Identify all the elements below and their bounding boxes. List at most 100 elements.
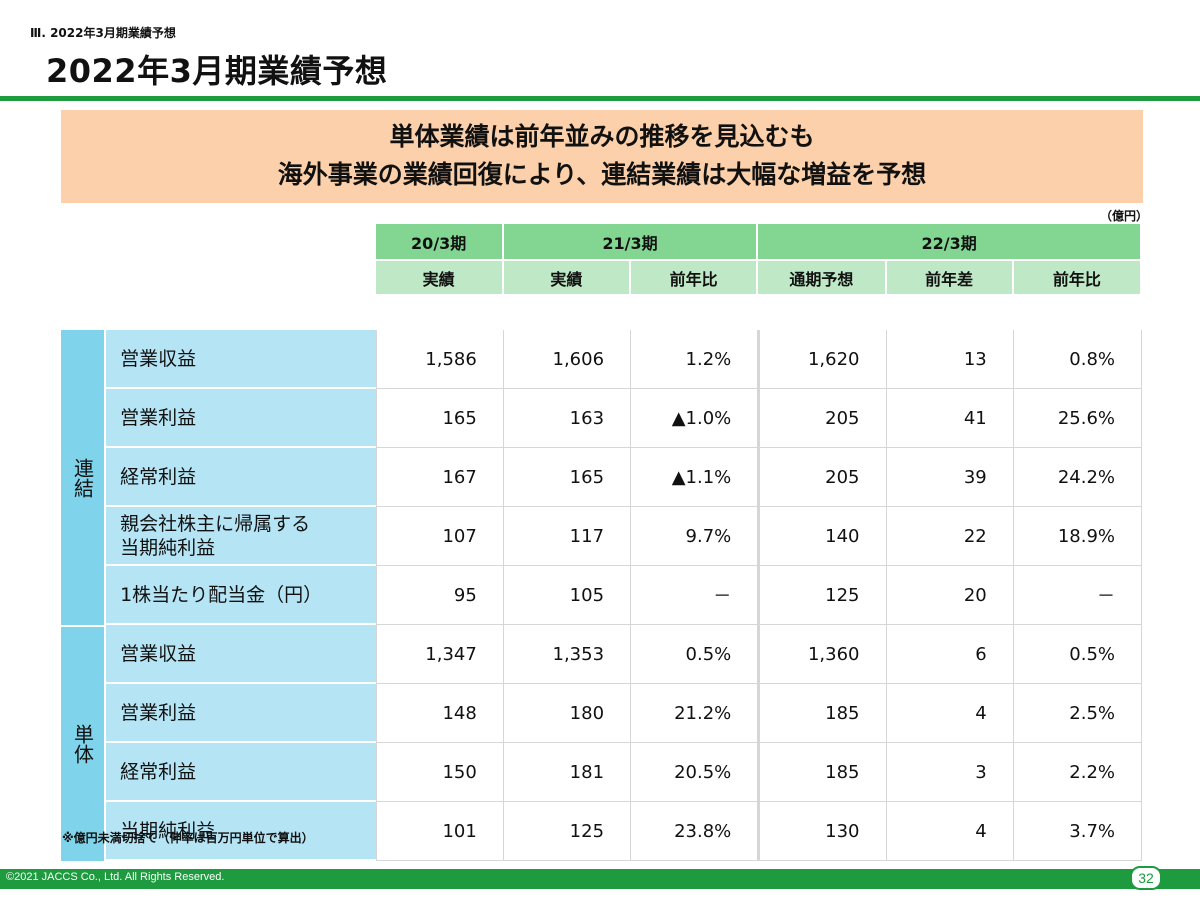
cell: 117: [503, 507, 632, 566]
header-fy22: 22/3期: [758, 224, 1142, 259]
results-table: 20/3期 21/3期 22/3期 実績 実績 前年比 通期予想 前年差 前年比…: [61, 224, 1142, 861]
row-label: 1株当たり配当金（円）: [106, 566, 376, 625]
row-label: 営業利益: [106, 684, 376, 743]
cell: 0.5%: [1013, 625, 1142, 684]
cell: 205: [758, 389, 887, 448]
cell: 4: [886, 684, 1014, 743]
cell: 130: [758, 802, 887, 861]
cell: 13: [886, 330, 1014, 389]
cell: 24.2%: [1013, 448, 1142, 507]
cell: 150: [375, 743, 504, 802]
cell: 0.8%: [1013, 330, 1142, 389]
cell: 1,347: [375, 625, 504, 684]
row-label: 営業利益: [106, 389, 376, 448]
header-sub: 実績: [503, 259, 632, 294]
cell: 9.7%: [631, 507, 759, 566]
cell: 205: [758, 448, 887, 507]
cell: －: [631, 566, 759, 625]
cell: 1,360: [758, 625, 887, 684]
header-blank: [61, 224, 376, 259]
cell: 22: [886, 507, 1014, 566]
headline-box: 単体業績は前年並みの推移を見込むも 海外事業の業績回復により、連結業績は大幅な増…: [61, 110, 1143, 203]
cell: 101: [375, 802, 504, 861]
cell: 163: [503, 389, 632, 448]
row-label: 営業収益: [106, 330, 376, 389]
group-label-consolidated: 連結: [61, 330, 107, 625]
cell: －: [1013, 566, 1142, 625]
row-label: 当期純利益: [106, 802, 376, 861]
headline-line-2: 海外事業の業績回復により、連結業績は大幅な増益を予想: [277, 160, 927, 189]
table-row: 営業利益 148 180 21.2% 185 4 2.5%: [61, 684, 1142, 743]
table-row: 経常利益 150 181 20.5% 185 3 2.2%: [61, 743, 1142, 802]
cell: 1,586: [375, 330, 504, 389]
row-label: 経常利益: [106, 448, 376, 507]
headline-line-1: 単体業績は前年並みの推移を見込むも: [389, 122, 815, 151]
cell: 185: [758, 743, 887, 802]
cell: 148: [375, 684, 504, 743]
header-sub: 前年差: [886, 259, 1014, 294]
row-label-line-2: 当期純利益: [120, 536, 216, 559]
footnote: ※億円未満切捨て（伸率は百万円単位で算出）: [62, 831, 314, 845]
cell: 6: [886, 625, 1014, 684]
table-row: 連結 営業収益 1,586 1,606 1.2% 1,620 13 0.8%: [61, 330, 1142, 625]
header-fy20: 20/3期: [375, 224, 504, 259]
cell: 1,606: [503, 330, 632, 389]
row-label: 親会社株主に帰属する 当期純利益: [106, 507, 376, 566]
header-blank: [61, 259, 376, 294]
table-row: 当期純利益 101 125 23.8% 130 4 3.7%: [61, 802, 1142, 861]
row-label: 営業収益: [106, 625, 376, 684]
header-fy21: 21/3期: [503, 224, 759, 259]
cell: 125: [503, 802, 632, 861]
copyright: ©2021 JACCS Co., Ltd. All Rights Reserve…: [6, 871, 225, 883]
section-label: Ⅲ. 2022年3月期業績予想: [30, 26, 176, 40]
cell: 25.6%: [1013, 389, 1142, 448]
table-row: 経常利益 167 165 ▲1.1% 205 39 24.2%: [61, 448, 1142, 507]
cell: 180: [503, 684, 632, 743]
table-row: 単体 営業収益 1,347 1,353 0.5% 1,360 6 0.5%: [61, 625, 1142, 861]
title-divider: [0, 96, 1200, 101]
row-label-line-1: 親会社株主に帰属する: [120, 512, 311, 535]
table-row: 営業利益 165 163 ▲1.0% 205 41 25.6%: [61, 389, 1142, 448]
cell: 165: [503, 448, 632, 507]
cell: 165: [375, 389, 504, 448]
group-label-char: 単体: [70, 724, 95, 764]
cell: 2.2%: [1013, 743, 1142, 802]
cell: 1,620: [758, 330, 887, 389]
header-sub: 通期予想: [758, 259, 887, 294]
table-row: 親会社株主に帰属する 当期純利益 107 117 9.7% 140 22 18.…: [61, 507, 1142, 566]
group-label-standalone: 単体: [61, 625, 107, 861]
cell: 95: [375, 566, 504, 625]
cell: 2.5%: [1013, 684, 1142, 743]
header-gap: [61, 294, 1142, 330]
table-row: 1株当たり配当金（円） 95 105 － 125 20 －: [61, 566, 1142, 625]
row-label: 経常利益: [106, 743, 376, 802]
cell: 21.2%: [631, 684, 759, 743]
page-title: 2022年3月期業績予想: [46, 52, 388, 90]
cell: 1,353: [503, 625, 632, 684]
cell: 39: [886, 448, 1014, 507]
cell: 167: [375, 448, 504, 507]
cell: 1.2%: [631, 330, 759, 389]
cell: 20: [886, 566, 1014, 625]
footer-bar: ©2021 JACCS Co., Ltd. All Rights Reserve…: [0, 869, 1200, 889]
cell: 125: [758, 566, 887, 625]
header-sub: 前年比: [631, 259, 759, 294]
cell: 23.8%: [631, 802, 759, 861]
cell: ▲1.0%: [631, 389, 759, 448]
header-sub: 前年比: [1013, 259, 1142, 294]
header-row-periods: 20/3期 21/3期 22/3期: [61, 224, 1142, 259]
cell: 140: [758, 507, 887, 566]
page-number: 32: [1130, 866, 1162, 890]
cell: 3: [886, 743, 1014, 802]
cell: 105: [503, 566, 632, 625]
cell: 4: [886, 802, 1014, 861]
cell: ▲1.1%: [631, 448, 759, 507]
header-row-metrics: 実績 実績 前年比 通期予想 前年差 前年比: [61, 259, 1142, 294]
cell: 107: [375, 507, 504, 566]
cell: 41: [886, 389, 1014, 448]
cell: 185: [758, 684, 887, 743]
cell: 18.9%: [1013, 507, 1142, 566]
unit-label: （億円）: [1100, 209, 1149, 223]
header-sub: 実績: [375, 259, 504, 294]
cell: 20.5%: [631, 743, 759, 802]
